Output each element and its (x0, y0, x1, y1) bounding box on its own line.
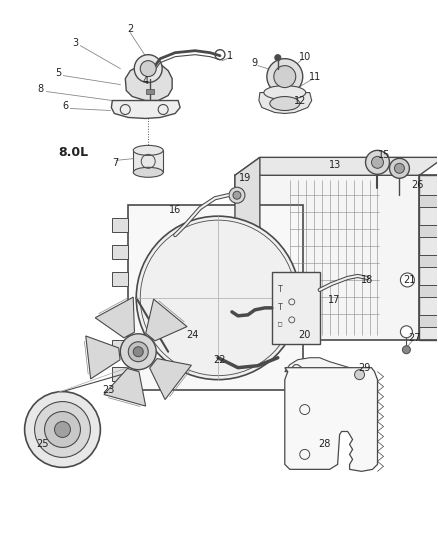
Text: 20: 20 (299, 330, 311, 340)
Polygon shape (95, 297, 134, 338)
Bar (272, 272, 320, 344)
Text: 15: 15 (378, 150, 391, 160)
Text: 10: 10 (299, 52, 311, 62)
Polygon shape (259, 93, 312, 114)
Circle shape (120, 334, 156, 370)
Circle shape (395, 163, 404, 173)
Polygon shape (146, 299, 187, 341)
Text: 8.0L: 8.0L (58, 146, 88, 159)
Text: T: T (278, 303, 283, 312)
Bar (419, 175, 438, 340)
Circle shape (134, 55, 162, 83)
Bar (419, 285, 438, 297)
Circle shape (371, 156, 384, 168)
Circle shape (233, 191, 241, 199)
Bar (419, 225, 438, 237)
Bar (112, 340, 128, 354)
Circle shape (133, 347, 143, 357)
Polygon shape (86, 336, 120, 379)
Ellipse shape (133, 167, 163, 177)
Bar (419, 255, 438, 267)
Text: 7: 7 (112, 158, 118, 168)
Text: 12: 12 (293, 95, 306, 106)
Polygon shape (150, 359, 191, 400)
Text: 22: 22 (214, 354, 226, 365)
Bar (112, 218, 128, 232)
Circle shape (400, 326, 413, 338)
Ellipse shape (264, 86, 306, 100)
Circle shape (140, 61, 156, 77)
Ellipse shape (133, 146, 163, 155)
Text: 1: 1 (227, 51, 233, 61)
Text: 25: 25 (36, 439, 49, 449)
Bar (112, 272, 128, 286)
Circle shape (355, 370, 364, 379)
Circle shape (229, 187, 245, 203)
Text: 9: 9 (252, 58, 258, 68)
Text: 4: 4 (142, 76, 148, 86)
Ellipse shape (270, 96, 300, 110)
Polygon shape (235, 157, 438, 175)
Circle shape (403, 346, 410, 354)
Text: 2: 2 (127, 24, 134, 34)
Text: 5: 5 (55, 68, 62, 78)
Bar (133, 150, 163, 172)
Text: □: □ (278, 321, 282, 327)
Bar (112, 367, 128, 381)
Text: 27: 27 (408, 333, 420, 343)
Polygon shape (104, 368, 145, 406)
Polygon shape (125, 63, 172, 101)
Text: 24: 24 (186, 330, 198, 340)
Bar (146, 88, 154, 94)
Text: 16: 16 (169, 205, 181, 215)
Text: 28: 28 (318, 439, 331, 449)
Text: 18: 18 (361, 275, 374, 285)
Bar (128, 205, 303, 390)
Polygon shape (285, 368, 378, 471)
Text: 3: 3 (72, 38, 78, 48)
Circle shape (267, 59, 303, 94)
Bar (419, 315, 438, 327)
Circle shape (54, 422, 71, 438)
Circle shape (25, 392, 100, 467)
Polygon shape (111, 101, 180, 118)
Polygon shape (235, 157, 260, 340)
Circle shape (128, 342, 148, 362)
Text: 19: 19 (239, 173, 251, 183)
Circle shape (275, 55, 281, 61)
Text: 11: 11 (308, 71, 321, 82)
Circle shape (136, 216, 300, 379)
Text: 23: 23 (102, 385, 115, 394)
Circle shape (35, 401, 90, 457)
Bar (235, 175, 419, 340)
Polygon shape (285, 358, 378, 424)
Text: 8: 8 (38, 84, 44, 94)
Circle shape (274, 66, 296, 87)
Bar (112, 245, 128, 259)
Text: T: T (278, 285, 283, 294)
Circle shape (366, 150, 389, 174)
Text: 21: 21 (403, 275, 416, 285)
Text: 29: 29 (358, 362, 371, 373)
Text: 17: 17 (328, 295, 341, 305)
Circle shape (45, 411, 81, 447)
Text: 26: 26 (411, 180, 424, 190)
Circle shape (389, 158, 410, 178)
Bar (419, 195, 438, 207)
Text: 13: 13 (328, 160, 341, 171)
Circle shape (400, 273, 414, 287)
Text: 6: 6 (63, 101, 69, 110)
